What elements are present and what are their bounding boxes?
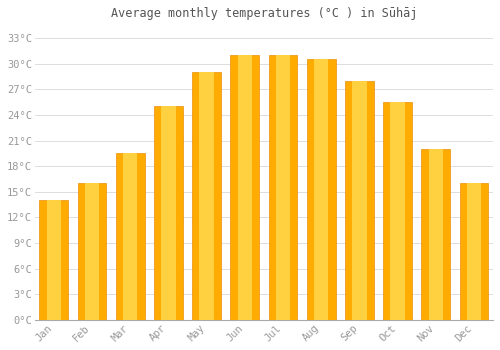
Bar bbox=[422, 149, 450, 320]
Bar bbox=[123, 153, 138, 320]
Bar bbox=[467, 183, 481, 320]
Bar bbox=[200, 72, 214, 320]
Bar bbox=[116, 153, 144, 320]
Title: Average monthly temperatures (°C ) in Sūhāj: Average monthly temperatures (°C ) in Sū… bbox=[110, 7, 417, 20]
Bar bbox=[428, 149, 443, 320]
Bar bbox=[40, 200, 68, 320]
Bar bbox=[238, 55, 252, 320]
Bar bbox=[268, 55, 298, 320]
Bar bbox=[383, 102, 412, 320]
Bar bbox=[78, 183, 106, 320]
Bar bbox=[192, 72, 221, 320]
Bar bbox=[230, 55, 259, 320]
Bar bbox=[314, 60, 328, 320]
Bar bbox=[161, 106, 176, 320]
Bar bbox=[154, 106, 182, 320]
Bar bbox=[276, 55, 290, 320]
Bar bbox=[307, 60, 336, 320]
Bar bbox=[85, 183, 99, 320]
Bar bbox=[46, 200, 61, 320]
Bar bbox=[460, 183, 488, 320]
Bar bbox=[352, 81, 366, 320]
Bar bbox=[345, 81, 374, 320]
Bar bbox=[390, 102, 404, 320]
